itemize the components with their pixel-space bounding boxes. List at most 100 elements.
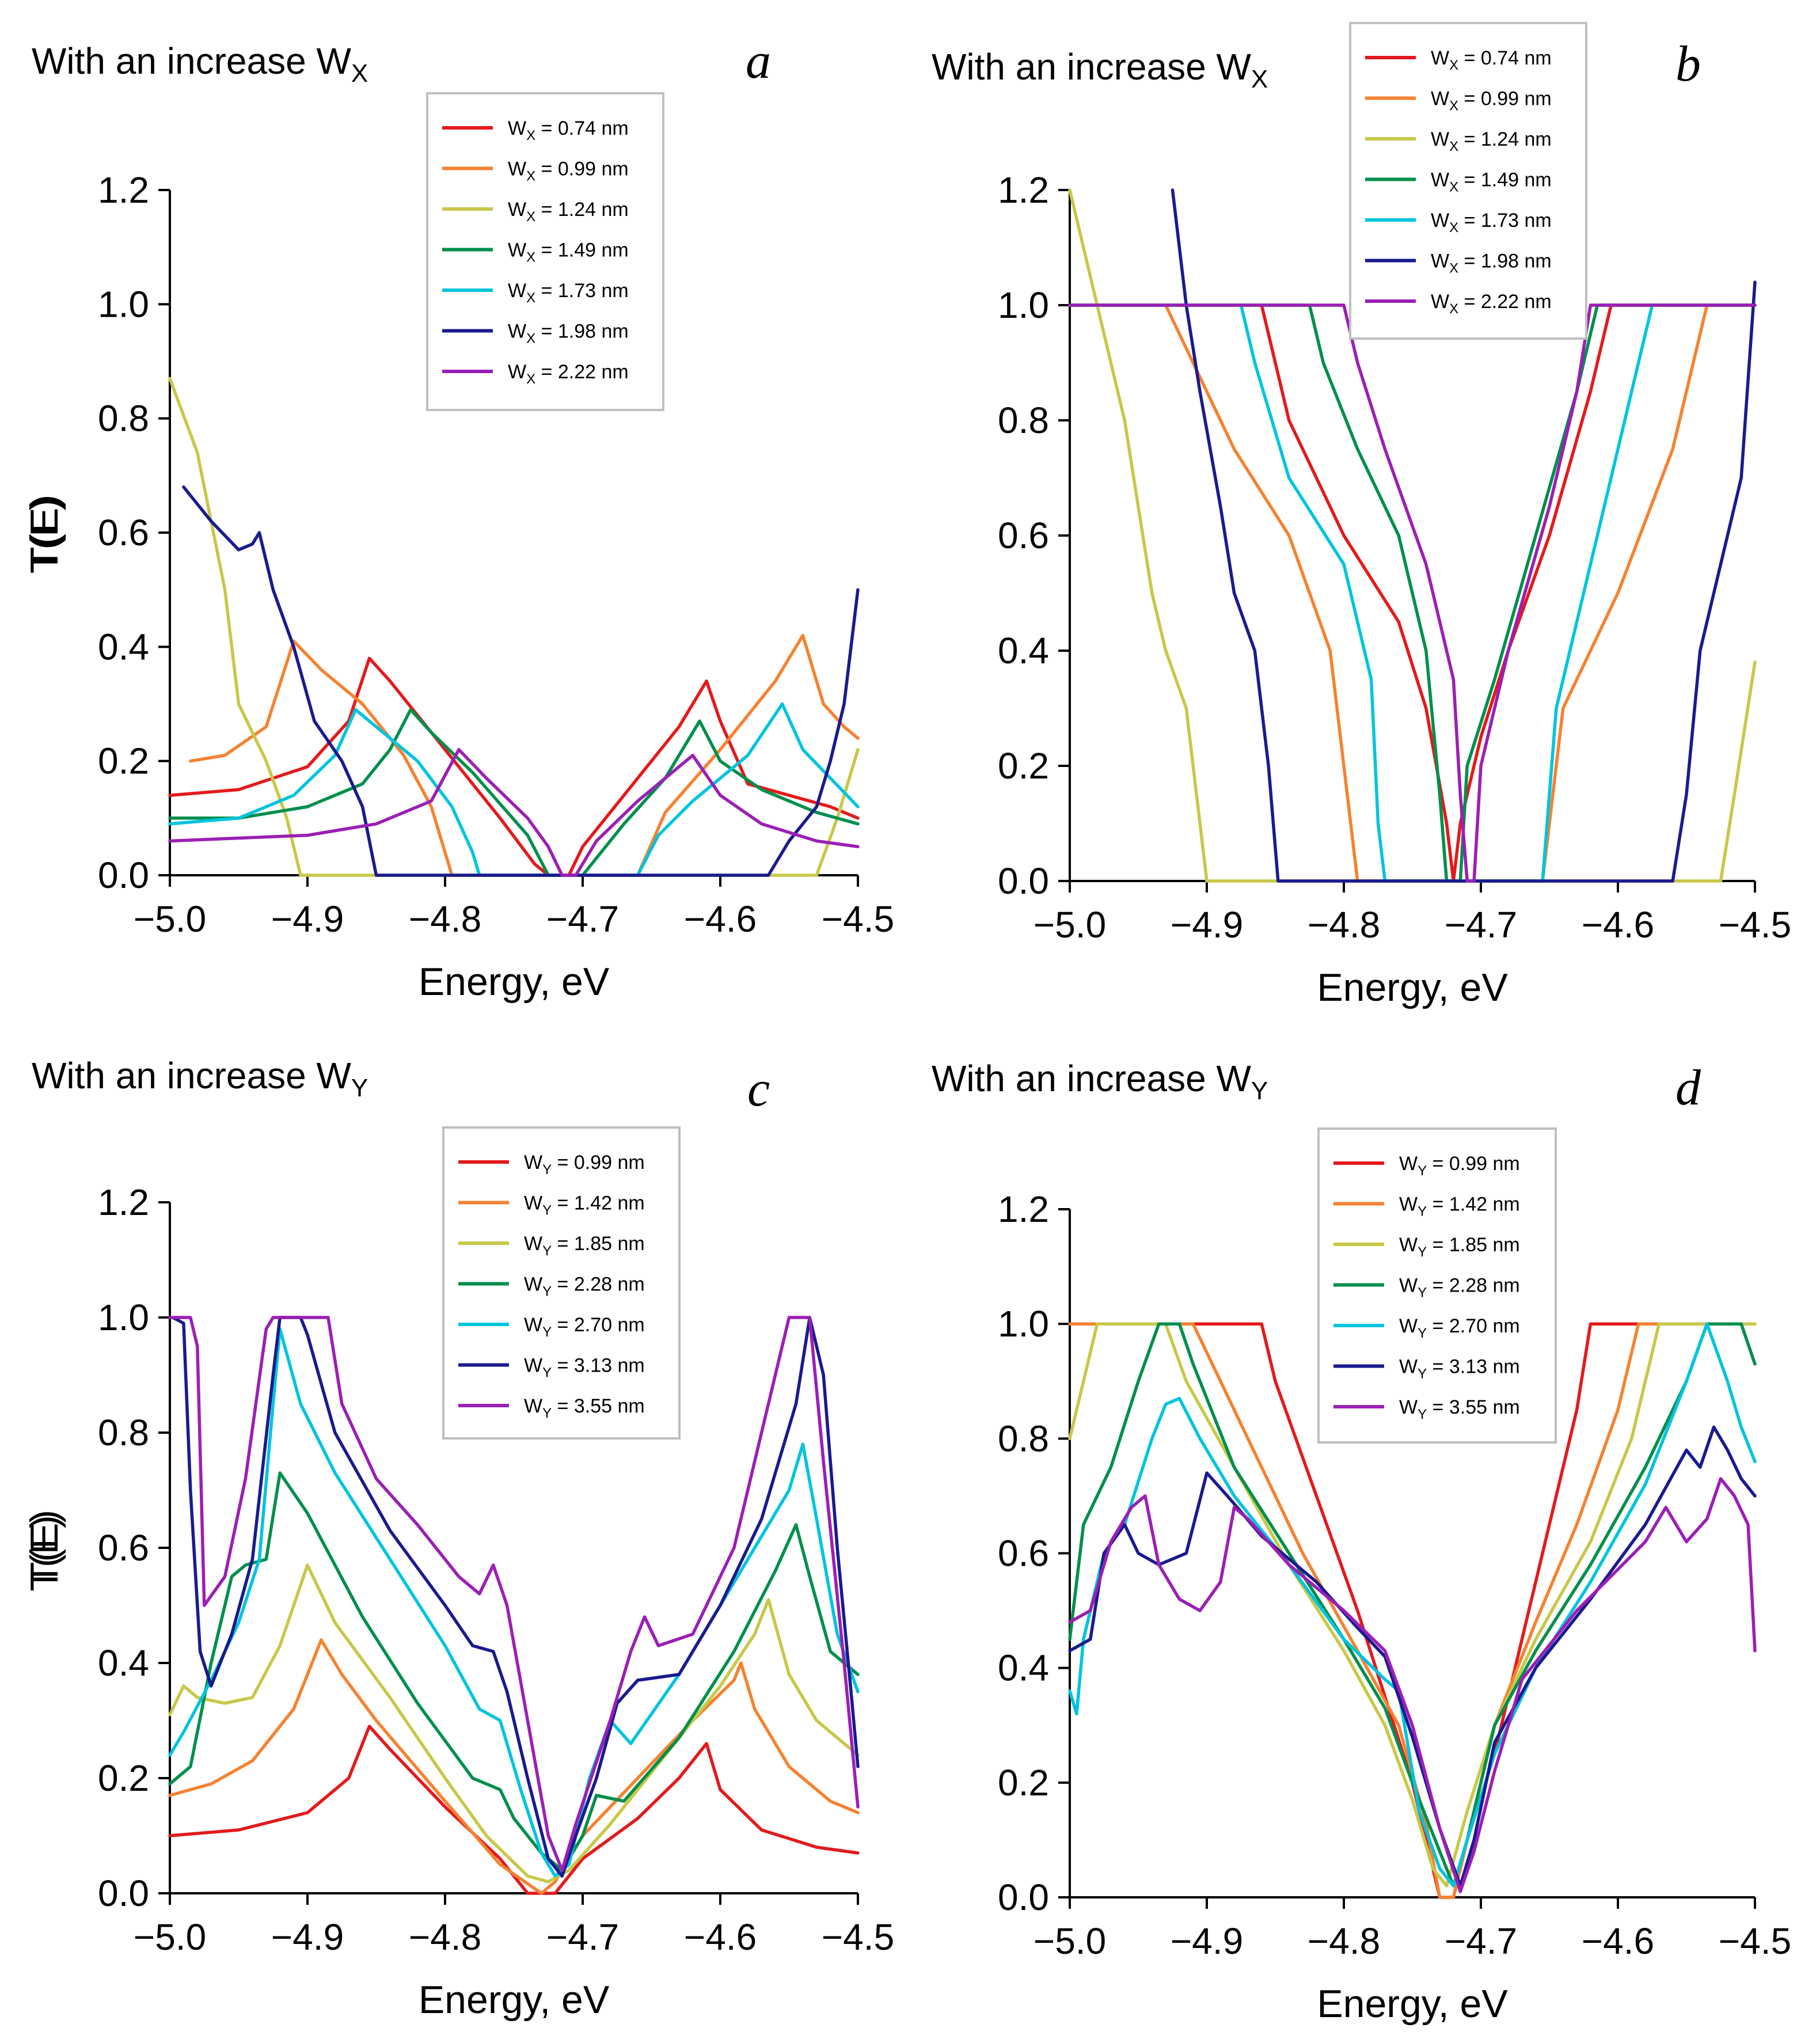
legend-label-var: W	[1431, 128, 1449, 150]
legend-label-subscript: X	[1449, 301, 1458, 317]
legend-label-subscript: Y	[1418, 1366, 1427, 1382]
legend-label-value: = 1.98 nm	[1458, 250, 1552, 272]
legend-label: WY = 3.55 nm	[1399, 1396, 1520, 1422]
x-tick-label: −4.6	[684, 898, 757, 940]
y-tick-label: 0.0	[98, 1873, 149, 1914]
legend-label-subscript: X	[1449, 98, 1458, 114]
legend-label-var: W	[524, 1274, 542, 1296]
legend-label: WY = 3.13 nm	[1399, 1356, 1520, 1382]
x-tick-label: −4.5	[822, 898, 894, 940]
panel-c: With an increase WY c−5.0 −4.9 −4.8 −4.7 −4.6…	[22, 1055, 894, 2022]
legend-label-subscript: X	[526, 250, 535, 265]
x-tick-label: −4.7	[546, 898, 619, 940]
legend-label-value: = 2.22 nm	[535, 361, 629, 383]
legend-label-subscript: X	[526, 209, 535, 225]
legend-label-value: = 1.24 nm	[535, 199, 629, 221]
legend-label: WX = 1.49 nm	[508, 240, 629, 265]
y-tick-label: 0.0	[98, 855, 149, 896]
legend-label-value: = 0.74 nm	[535, 117, 629, 139]
x-axis-label: Energy, eV	[419, 960, 610, 1004]
legend-label-subscript: Y	[1418, 1204, 1427, 1220]
legend-label-subscript: X	[526, 128, 535, 143]
legend-label-var: W	[1431, 291, 1449, 313]
legend-label-var: W	[524, 1395, 542, 1417]
legend-label-subscript: X	[526, 331, 535, 347]
panel-letter: b	[1675, 36, 1701, 92]
legend-label-var: W	[524, 1314, 542, 1336]
x-tick-label: −4.7	[1445, 904, 1517, 945]
panel-title-subscript: Y	[351, 1074, 368, 1102]
legend-label: WX = 1.73 nm	[508, 280, 629, 306]
series-line-3	[1068, 188, 1757, 883]
series-line-1	[168, 1725, 860, 1895]
legend-label-value: = 3.13 nm	[1427, 1356, 1520, 1378]
legend-label-value: = 1.49 nm	[1458, 169, 1552, 191]
series-line-4	[168, 1471, 860, 1872]
x-tick-label: −4.8	[409, 1916, 481, 1958]
x-tick-label: −4.9	[1171, 904, 1243, 945]
series-line-1	[1068, 303, 1757, 883]
legend-label-var: W	[1399, 1153, 1418, 1175]
legend-label-value: = 1.42 nm	[552, 1193, 645, 1214]
legend-label-subscript: Y	[1418, 1407, 1427, 1422]
panel-d: With an increase WY d−5.0 −4.9 −4.8 −4.7 −4.6…	[22, 1058, 1791, 2026]
legend-label-value: = 1.49 nm	[535, 240, 629, 261]
legend-label-value: = 2.22 nm	[1458, 291, 1552, 313]
y-tick-label: 0.4	[98, 626, 149, 667]
legend-label: WY = 1.42 nm	[1399, 1194, 1520, 1220]
legend-label-subscript: Y	[542, 1203, 552, 1218]
legend-label-var: W	[1399, 1275, 1418, 1297]
series-line-7	[1068, 303, 1757, 883]
x-tick-label: −4.6	[1582, 904, 1654, 945]
y-tick-label: 0.8	[998, 1418, 1049, 1459]
y-axis-label: T(E)	[22, 495, 66, 571]
series-line-2	[168, 1638, 860, 1895]
legend-label: WY = 3.13 nm	[524, 1355, 645, 1381]
legend-box	[426, 92, 664, 411]
series-line-7	[168, 1316, 860, 1872]
x-tick-label: −4.5	[1719, 1920, 1791, 1962]
panel-title: With an increase WY	[32, 1055, 368, 1102]
y-tick-label: 1.2	[998, 169, 1049, 211]
legend-label-subscript: X	[1449, 220, 1458, 236]
series-group	[168, 377, 860, 877]
series-line-6	[1068, 1425, 1757, 1888]
legend-label-var: W	[508, 361, 526, 383]
legend-label: WY = 3.55 nm	[524, 1395, 645, 1421]
y-tick-label: 1.0	[998, 1303, 1049, 1345]
x-tick-label: −4.5	[1719, 904, 1791, 945]
legend-label-value: = 1.24 nm	[1458, 128, 1552, 150]
legend-label: WY = 2.28 nm	[1399, 1275, 1520, 1301]
legend-label-var: W	[1431, 47, 1449, 69]
legend-label-var: W	[1399, 1194, 1418, 1216]
legend-label-var: W	[1399, 1396, 1418, 1418]
legend-label-var: W	[524, 1355, 542, 1377]
legend-label-subscript: Y	[542, 1406, 552, 1421]
x-tick-label: −5.0	[1034, 904, 1106, 945]
x-tick-label: −4.5	[822, 1916, 894, 1958]
legend-label-value: = 2.70 nm	[1427, 1315, 1520, 1337]
legend-label: WX = 1.73 nm	[1431, 210, 1552, 236]
y-tick-label: 1.0	[98, 1297, 149, 1338]
legend-label: WY = 1.42 nm	[524, 1193, 645, 1218]
legend-label-value: = 0.99 nm	[1427, 1153, 1520, 1175]
series-group	[168, 1316, 860, 1895]
legend-label: WX = 1.49 nm	[1431, 169, 1552, 195]
panel-title-subscript: Y	[1251, 1077, 1268, 1105]
series-line-3	[168, 1563, 860, 1883]
legend-label: WY = 2.28 nm	[524, 1274, 645, 1300]
x-tick-label: −4.9	[1171, 1920, 1243, 1962]
legend-label: WY = 1.85 nm	[1399, 1234, 1520, 1260]
series-group	[1068, 1322, 1757, 1899]
y-tick-label: 0.2	[98, 741, 149, 782]
legend-label-subscript: X	[1449, 261, 1458, 276]
legend-label-var: W	[508, 117, 526, 139]
legend-label: WY = 1.85 nm	[524, 1233, 645, 1259]
legend-label-var: W	[1399, 1234, 1418, 1256]
panel-letter: a	[746, 33, 771, 89]
series-line-6	[1171, 188, 1757, 883]
legend-label-subscript: Y	[1418, 1163, 1427, 1179]
